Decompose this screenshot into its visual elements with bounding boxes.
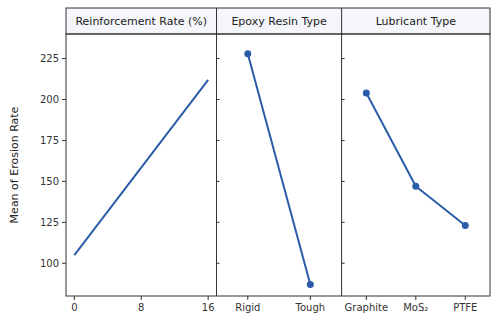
x-tick <box>247 296 248 300</box>
y-tick <box>62 181 66 182</box>
x-tick <box>74 296 75 300</box>
x-tick <box>415 296 416 300</box>
x-tick <box>208 296 209 300</box>
y-tick <box>217 140 220 141</box>
panel-title: Reinforcement Rate (%) <box>75 15 207 28</box>
marker <box>244 50 251 57</box>
y-tick <box>217 263 220 264</box>
x-tick <box>366 296 367 300</box>
y-tick <box>217 58 220 59</box>
panel-marks <box>74 80 208 255</box>
y-tick-label: 125 <box>40 217 59 228</box>
plot-frame <box>66 34 490 296</box>
x-tick-label: 8 <box>138 302 144 313</box>
x-tick-label: Graphite <box>345 302 389 313</box>
x-tick-label: PTFE <box>453 302 477 313</box>
y-tick-label: 225 <box>40 53 59 64</box>
header-frame <box>66 8 490 34</box>
marker <box>462 222 469 229</box>
y-tick <box>342 263 345 264</box>
marker <box>363 89 370 96</box>
y-tick <box>342 99 345 100</box>
line <box>248 54 311 285</box>
x-tick-label: 0 <box>71 302 77 313</box>
panel-marks <box>363 89 469 229</box>
y-tick <box>342 58 345 59</box>
x-tick <box>465 296 466 300</box>
marker <box>307 281 314 288</box>
y-tick-label: 200 <box>40 94 59 105</box>
y-tick <box>62 99 66 100</box>
y-tick <box>62 140 66 141</box>
y-tick <box>217 181 220 182</box>
y-axis-label: Mean of Erosion Rate <box>8 106 21 223</box>
y-tick <box>62 263 66 264</box>
y-tick <box>62 58 66 59</box>
y-tick <box>342 140 345 141</box>
panel-marks <box>244 50 314 288</box>
x-tick-label: Tough <box>295 302 326 313</box>
x-tick <box>141 296 142 300</box>
marker <box>412 183 419 190</box>
y-tick <box>342 181 345 182</box>
x-tick <box>310 296 311 300</box>
x-tick-label: 16 <box>202 302 215 313</box>
panel-title: Epoxy Resin Type <box>231 15 327 28</box>
y-tick-label: 175 <box>40 135 59 146</box>
y-tick-label: 150 <box>40 176 59 187</box>
chart: Reinforcement Rate (%) 100 125 150 175 200 225… <box>0 0 500 333</box>
y-tick <box>62 222 66 223</box>
y-tick <box>342 222 345 223</box>
y-tick <box>217 99 220 100</box>
panel-divider <box>341 8 342 296</box>
panel-divider <box>216 8 217 296</box>
x-tick-label: MoS₂ <box>403 302 428 313</box>
y-tick <box>217 222 220 223</box>
panel-title: Lubricant Type <box>376 15 457 28</box>
y-tick-label: 100 <box>40 258 59 269</box>
line <box>366 93 465 226</box>
line <box>74 80 208 255</box>
x-tick-label: Rigid <box>235 302 260 313</box>
